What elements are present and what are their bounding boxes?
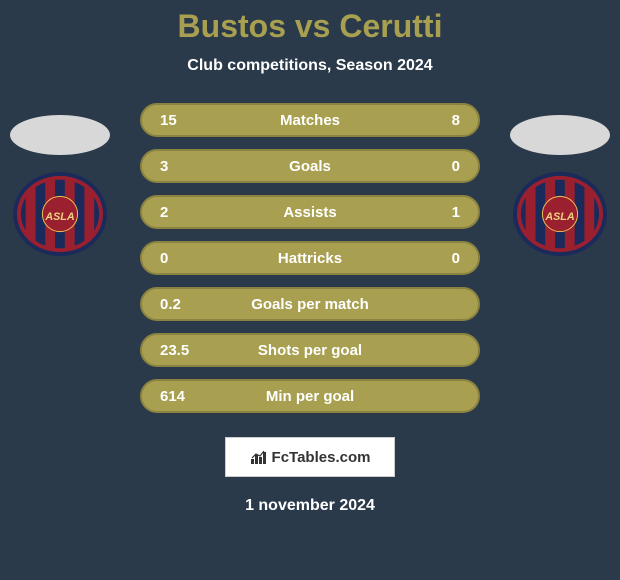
date-label: 1 november 2024 <box>245 497 375 515</box>
page-title: Bustos vs Cerutti <box>178 8 443 45</box>
source-logo-text: FcTables.com <box>272 449 371 466</box>
stat-row: 0Hattricks0 <box>140 241 480 275</box>
stat-value-left: 0 <box>160 250 220 267</box>
stat-row: 3Goals0 <box>140 149 480 183</box>
stat-row: 0.2Goals per match <box>140 287 480 321</box>
stat-value-left: 0.2 <box>160 296 220 313</box>
stat-value-left: 15 <box>160 112 220 129</box>
club-badge-right: ASLA <box>511 170 609 258</box>
comparison-card: Bustos vs Cerutti Club competitions, Sea… <box>0 0 620 580</box>
stat-value-right: 0 <box>400 158 460 175</box>
stat-value-right: 1 <box>400 204 460 221</box>
stat-value-right: 8 <box>400 112 460 129</box>
stat-value-left: 23.5 <box>160 342 220 359</box>
stats-list: 15Matches83Goals02Assists10Hattricks00.2… <box>140 103 480 425</box>
chart-icon <box>250 449 268 465</box>
player-photo-left <box>10 115 110 155</box>
stat-value-left: 3 <box>160 158 220 175</box>
player-photo-right <box>510 115 610 155</box>
stat-value-left: 2 <box>160 204 220 221</box>
player-left-block: ASLA <box>10 115 110 258</box>
source-logo: FcTables.com <box>225 437 395 477</box>
stat-label: Hattricks <box>220 250 400 267</box>
stat-row: 15Matches8 <box>140 103 480 137</box>
stat-label: Goals <box>220 158 400 175</box>
stat-row: 2Assists1 <box>140 195 480 229</box>
svg-text:ASLA: ASLA <box>44 211 74 223</box>
stat-label: Assists <box>220 204 400 221</box>
svg-text:ASLA: ASLA <box>544 211 574 223</box>
stat-label: Goals per match <box>220 296 400 313</box>
stat-row: 614Min per goal <box>140 379 480 413</box>
stat-label: Matches <box>220 112 400 129</box>
stat-row: 23.5Shots per goal <box>140 333 480 367</box>
stat-value-left: 614 <box>160 388 220 405</box>
page-subtitle: Club competitions, Season 2024 <box>187 57 432 75</box>
stat-label: Min per goal <box>220 388 400 405</box>
stat-value-right: 0 <box>400 250 460 267</box>
player-right-block: ASLA <box>510 115 610 258</box>
club-badge-left: ASLA <box>11 170 109 258</box>
stat-label: Shots per goal <box>220 342 400 359</box>
